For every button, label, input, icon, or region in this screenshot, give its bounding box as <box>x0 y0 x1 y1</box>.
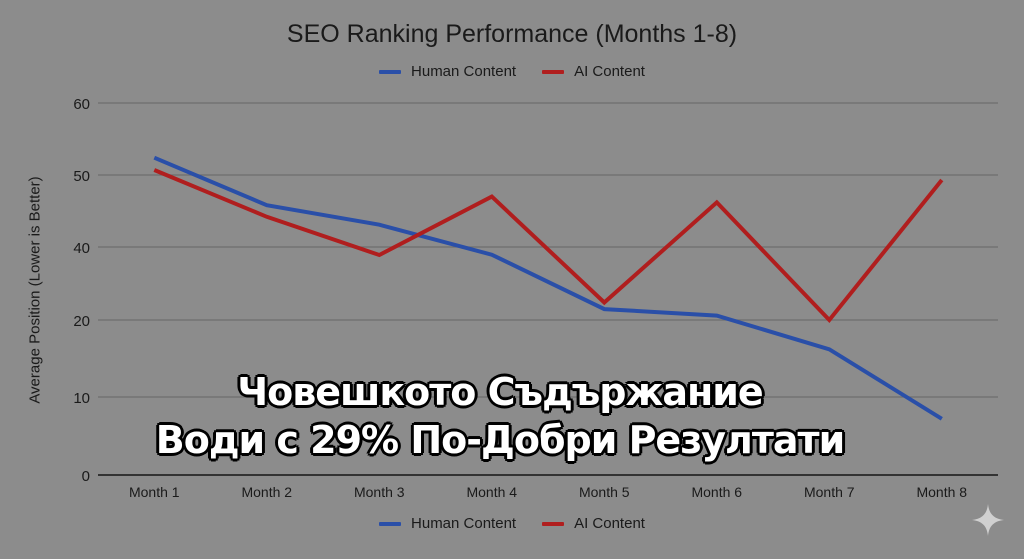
legend-label-human: Human Content <box>411 515 517 532</box>
x-tick-label: Month 1 <box>129 484 180 500</box>
legend-swatch-ai <box>542 69 565 74</box>
chart-title: SEO Ranking Performance (Months 1-8) <box>286 20 738 48</box>
overlay-line-1: Човешкото Съдържание <box>237 370 763 414</box>
x-tick-label: Month 7 <box>804 484 855 500</box>
y-tick-label: 50 <box>73 168 90 185</box>
x-axis-ticks: Month 1 Month 2 Month 3 Month 4 Month 5 Month… <box>129 484 967 500</box>
x-tick-label: Month 5 <box>579 484 630 500</box>
x-tick-label: Month 8 <box>916 484 967 500</box>
legend-swatch-human <box>379 69 402 74</box>
sparkle-icon <box>972 504 1004 536</box>
legend-swatch-ai <box>542 521 565 526</box>
gridlines <box>98 102 998 476</box>
series-line-human-content <box>153 155 943 421</box>
series-line-ai-content <box>153 168 944 324</box>
series-lines <box>153 155 944 421</box>
legend-item-human: Human Content <box>379 63 516 80</box>
overlay-caption: Човешкото Съдържание Води с 29% По-Добри… <box>0 368 1000 464</box>
legend-item-ai: AI Content <box>542 515 645 532</box>
y-tick-label: 40 <box>73 240 90 257</box>
y-tick-label: 10 <box>73 390 90 407</box>
x-tick-label: Month 3 <box>354 484 405 500</box>
x-tick-label: Month 2 <box>241 484 292 500</box>
legend-bottom: Human Content AI Content <box>0 515 1024 532</box>
legend-label-ai: AI Content <box>574 515 645 532</box>
legend-top: Human Content AI Content <box>0 63 1024 80</box>
overlay-line-2: Води с 29% По-Добри Резултати <box>155 418 845 462</box>
legend-swatch-human <box>379 521 402 526</box>
x-tick-label: Month 4 <box>466 484 517 500</box>
legend-item-human: Human Content <box>379 515 516 532</box>
y-tick-label: 60 <box>73 96 90 113</box>
y-tick-label: 0 <box>82 468 90 485</box>
legend-label-human: Human Content <box>411 63 517 80</box>
legend-label-ai: AI Content <box>574 63 645 80</box>
x-tick-label: Month 6 <box>691 484 742 500</box>
y-axis-ticks: 60 50 40 20 10 0 <box>73 96 90 485</box>
y-tick-label: 20 <box>73 313 90 330</box>
legend-item-ai: AI Content <box>542 63 645 80</box>
